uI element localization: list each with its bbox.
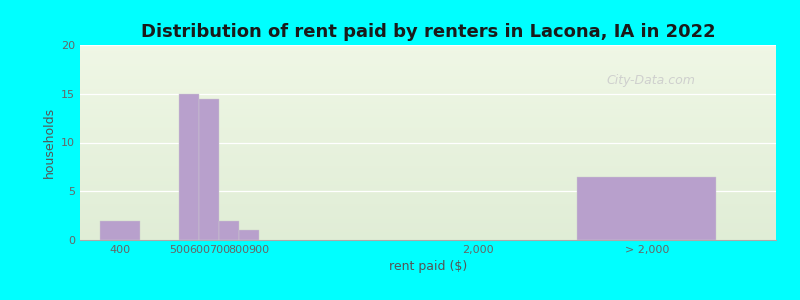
Bar bbox=[577, 177, 716, 240]
Title: Distribution of rent paid by renters in Lacona, IA in 2022: Distribution of rent paid by renters in … bbox=[141, 23, 715, 41]
X-axis label: rent paid ($): rent paid ($) bbox=[389, 260, 467, 273]
Text: City-Data.com: City-Data.com bbox=[606, 74, 695, 87]
Y-axis label: households: households bbox=[42, 107, 55, 178]
Bar bbox=[239, 230, 259, 240]
Bar bbox=[199, 99, 219, 240]
Bar bbox=[179, 94, 199, 240]
Bar bbox=[219, 220, 239, 240]
Bar bbox=[100, 220, 140, 240]
